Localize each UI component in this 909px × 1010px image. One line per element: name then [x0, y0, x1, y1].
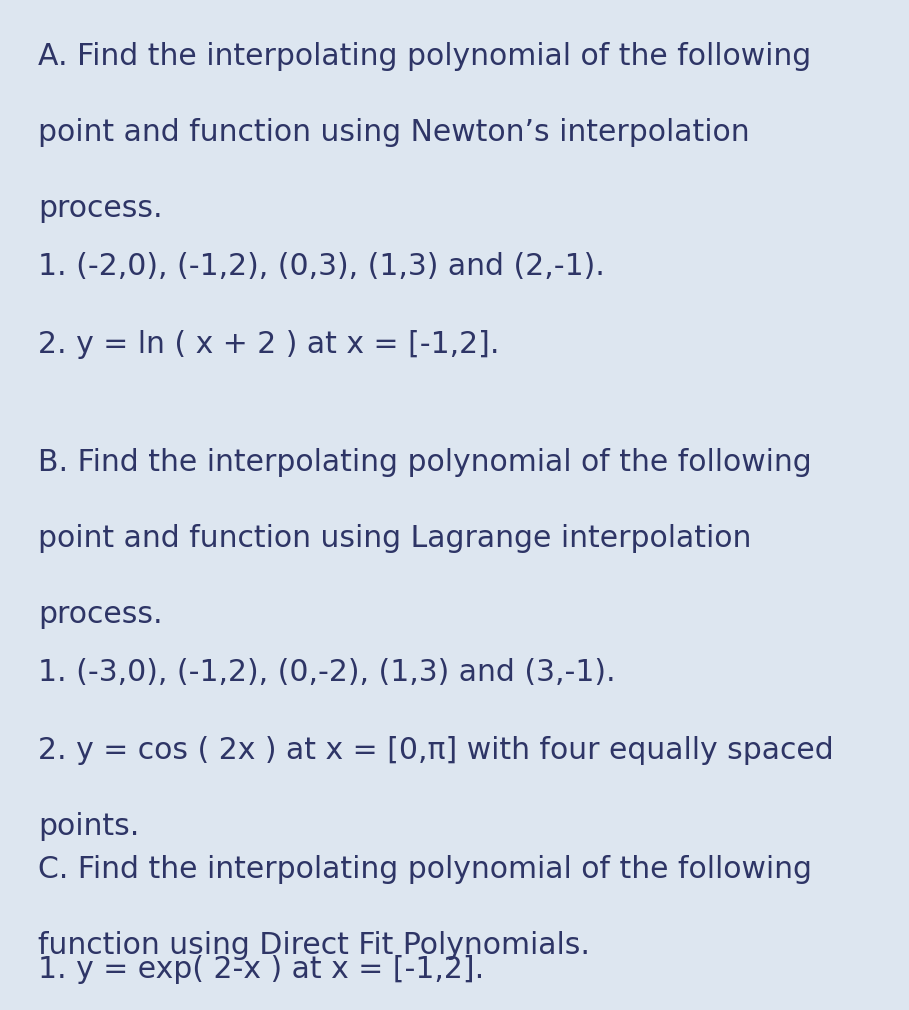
- Text: A. Find the interpolating polynomial of the following: A. Find the interpolating polynomial of …: [38, 42, 811, 71]
- Text: 1. (-3,0), (-1,2), (0,-2), (1,3) and (3,-1).: 1. (-3,0), (-1,2), (0,-2), (1,3) and (3,…: [38, 658, 615, 687]
- Text: function using Direct Fit Polynomials.: function using Direct Fit Polynomials.: [38, 931, 590, 959]
- Text: B. Find the interpolating polynomial of the following: B. Find the interpolating polynomial of …: [38, 448, 812, 477]
- Text: C. Find the interpolating polynomial of the following: C. Find the interpolating polynomial of …: [38, 855, 812, 884]
- Text: process.: process.: [38, 600, 163, 629]
- Text: 1. y = exp( 2-x ) at x = [-1,2].: 1. y = exp( 2-x ) at x = [-1,2].: [38, 955, 484, 984]
- Text: 1. (-2,0), (-1,2), (0,3), (1,3) and (2,-1).: 1. (-2,0), (-1,2), (0,3), (1,3) and (2,-…: [38, 252, 604, 281]
- Text: point and function using Lagrange interpolation: point and function using Lagrange interp…: [38, 524, 752, 553]
- Text: 2. y = ln ( x + 2 ) at x = [-1,2].: 2. y = ln ( x + 2 ) at x = [-1,2].: [38, 330, 500, 359]
- Text: 2. y = cos ( 2x ) at x = [0,π] with four equally spaced: 2. y = cos ( 2x ) at x = [0,π] with four…: [38, 736, 834, 765]
- Text: point and function using Newton’s interpolation: point and function using Newton’s interp…: [38, 118, 750, 147]
- Text: process.: process.: [38, 194, 163, 223]
- Text: points.: points.: [38, 812, 139, 841]
